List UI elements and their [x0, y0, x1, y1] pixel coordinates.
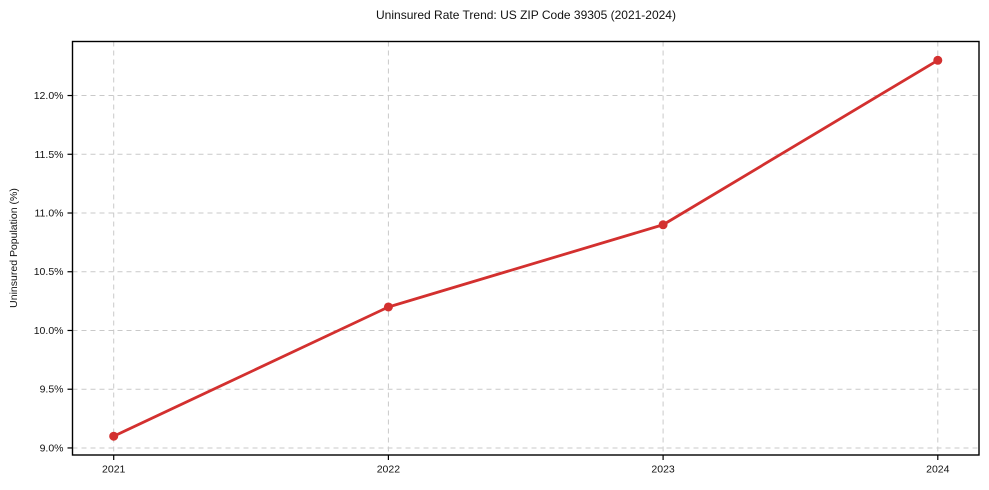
y-tick-label: 11.0% [35, 208, 64, 220]
data-point-marker [109, 431, 119, 441]
data-point-marker [658, 220, 668, 230]
y-tick-label: 11.5% [35, 149, 64, 161]
data-point-marker [383, 302, 393, 312]
trend-line [112, 58, 940, 438]
x-tick-label: 2021 [102, 464, 126, 476]
y-tick-label: 9.5% [40, 384, 64, 396]
x-tick-label: 2023 [651, 464, 675, 476]
y-tick-label: 10.0% [34, 325, 64, 337]
x-tick-label: 2022 [377, 464, 401, 476]
data-point-marker [933, 55, 943, 65]
y-tick-label: 9.0% [40, 442, 64, 454]
y-tick-label: 10.5% [34, 266, 64, 278]
chart-title: Uninsured Rate Trend: US ZIP Code 39305 … [376, 8, 676, 22]
plot-frame [71, 40, 980, 456]
x-tick-label: 2024 [926, 464, 950, 476]
y-tick-label: 12.0% [34, 90, 64, 102]
